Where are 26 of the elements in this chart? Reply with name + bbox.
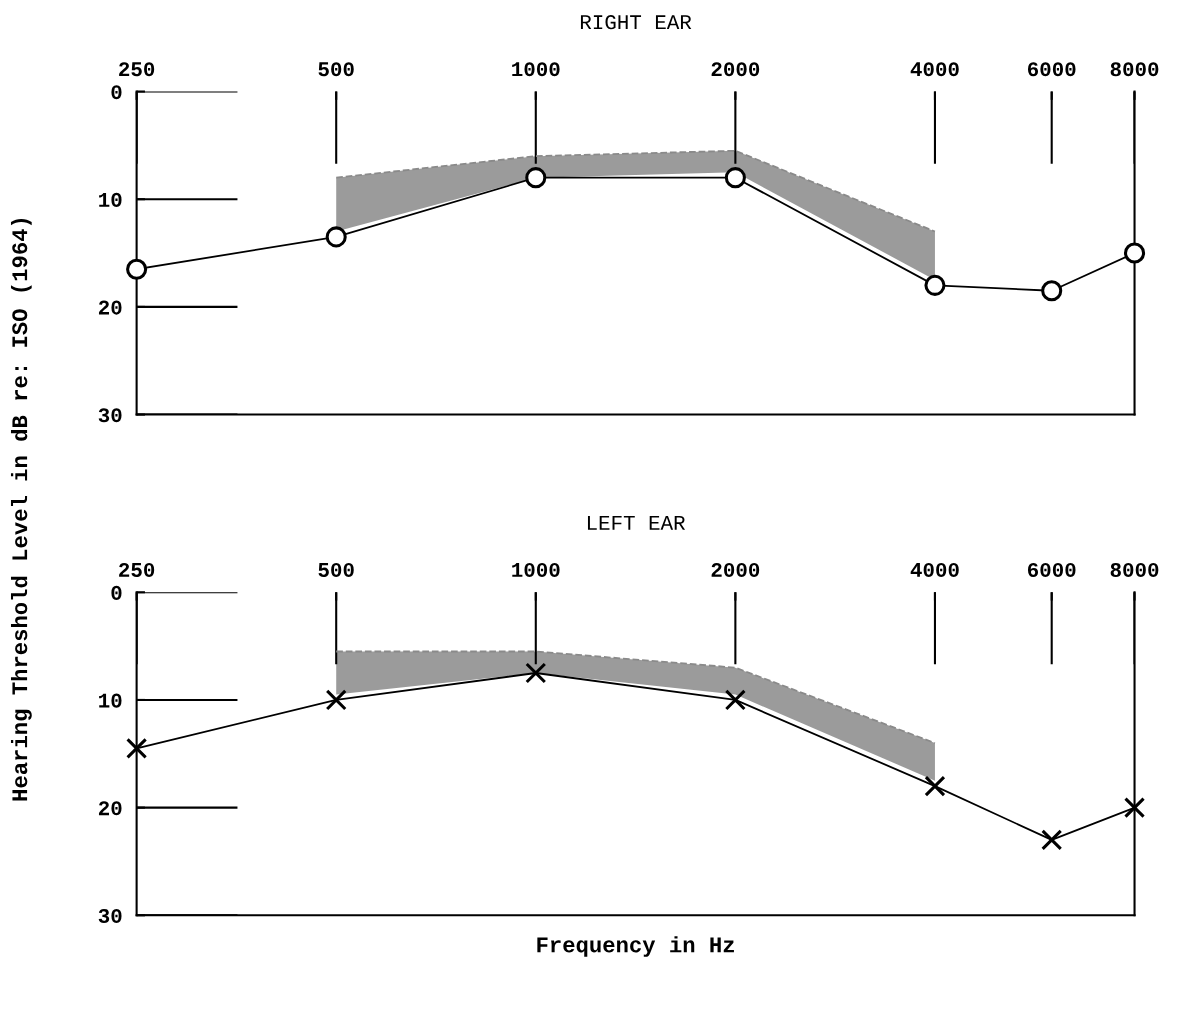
x-axis-title: Frequency in Hz <box>537 936 734 957</box>
x-tick-label: 2000 <box>711 62 760 77</box>
y-tick-label: 20 <box>98 801 122 816</box>
y-tick-label: 0 <box>111 585 122 601</box>
x-tick-label: 1000 <box>512 562 560 578</box>
chart-title: LEFT EAR <box>587 516 686 530</box>
x-tick-label: 250 <box>119 562 155 578</box>
chart-title: RIGHT EAR <box>580 15 692 30</box>
x-tick-label: 1000 <box>512 62 560 77</box>
x-tick-label: 2000 <box>711 562 760 578</box>
y-tick-label: 0 <box>111 85 122 100</box>
x-tick-label: 8000 <box>1110 562 1159 578</box>
x-tick-label: 6000 <box>1027 562 1076 578</box>
y-tick-label: 20 <box>98 300 122 315</box>
x-tick-label: 4000 <box>910 62 959 77</box>
y-tick-label: 30 <box>98 408 122 423</box>
y-tick-label: 30 <box>98 908 122 924</box>
x-tick-label: 4000 <box>910 562 959 578</box>
x-tick-label: 500 <box>318 562 354 578</box>
x-tick-label: 500 <box>318 62 354 77</box>
x-tick-label: 6000 <box>1027 62 1076 77</box>
x-tick-label: 8000 <box>1110 62 1159 77</box>
x-tick-label: 250 <box>119 62 155 77</box>
y-axis-title: Hearing Threshold Level in dB re: ISO (1964) <box>10 218 32 801</box>
y-tick-label: 10 <box>99 192 122 207</box>
y-tick-label: 10 <box>99 693 122 708</box>
